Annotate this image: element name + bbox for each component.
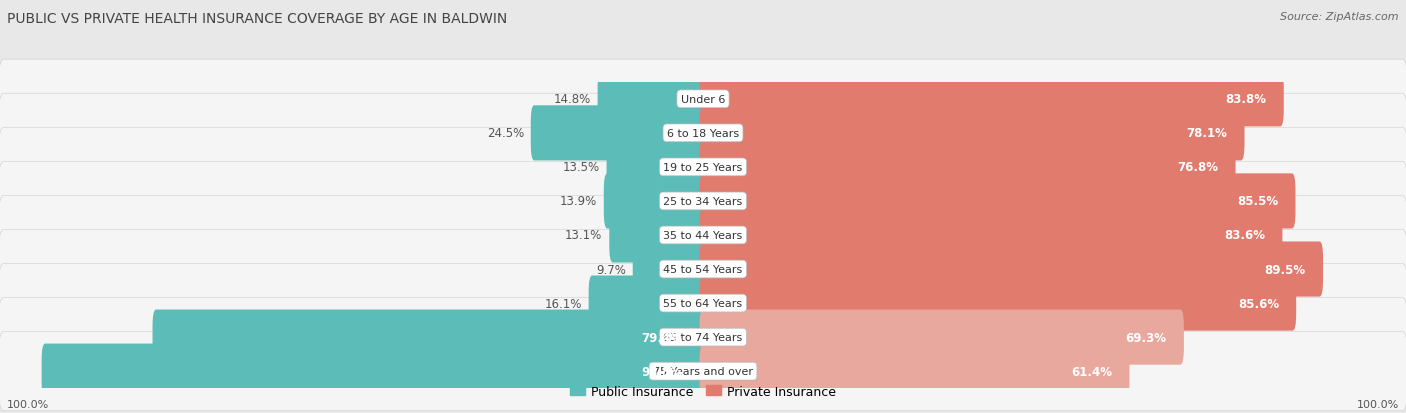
Text: 6 to 18 Years: 6 to 18 Years xyxy=(666,128,740,138)
FancyBboxPatch shape xyxy=(700,276,1296,331)
FancyBboxPatch shape xyxy=(700,140,1236,195)
Text: 69.3%: 69.3% xyxy=(1126,331,1167,344)
FancyBboxPatch shape xyxy=(606,140,706,195)
Legend: Public Insurance, Private Insurance: Public Insurance, Private Insurance xyxy=(565,380,841,403)
Text: 13.5%: 13.5% xyxy=(562,161,599,174)
Text: Source: ZipAtlas.com: Source: ZipAtlas.com xyxy=(1281,12,1399,22)
FancyBboxPatch shape xyxy=(0,94,1406,173)
FancyBboxPatch shape xyxy=(42,344,706,399)
Text: 45 to 54 Years: 45 to 54 Years xyxy=(664,264,742,274)
Text: 83.8%: 83.8% xyxy=(1226,93,1267,106)
FancyBboxPatch shape xyxy=(0,332,1406,411)
Text: 9.7%: 9.7% xyxy=(596,263,626,276)
FancyBboxPatch shape xyxy=(598,72,706,127)
FancyBboxPatch shape xyxy=(609,208,706,263)
FancyBboxPatch shape xyxy=(0,162,1406,241)
FancyBboxPatch shape xyxy=(700,310,1184,365)
Text: Under 6: Under 6 xyxy=(681,95,725,104)
FancyBboxPatch shape xyxy=(700,344,1129,399)
FancyBboxPatch shape xyxy=(700,106,1244,161)
Text: PUBLIC VS PRIVATE HEALTH INSURANCE COVERAGE BY AGE IN BALDWIN: PUBLIC VS PRIVATE HEALTH INSURANCE COVER… xyxy=(7,12,508,26)
Text: 78.1%: 78.1% xyxy=(1187,127,1227,140)
FancyBboxPatch shape xyxy=(700,242,1323,297)
FancyBboxPatch shape xyxy=(589,276,706,331)
FancyBboxPatch shape xyxy=(0,264,1406,343)
Text: 95.5%: 95.5% xyxy=(641,365,682,378)
FancyBboxPatch shape xyxy=(700,174,1295,229)
Text: 25 to 34 Years: 25 to 34 Years xyxy=(664,197,742,206)
Text: 35 to 44 Years: 35 to 44 Years xyxy=(664,230,742,240)
Text: 13.1%: 13.1% xyxy=(565,229,602,242)
Text: 100.0%: 100.0% xyxy=(7,399,49,409)
FancyBboxPatch shape xyxy=(633,242,706,297)
FancyBboxPatch shape xyxy=(531,106,706,161)
Text: 85.6%: 85.6% xyxy=(1237,297,1279,310)
FancyBboxPatch shape xyxy=(0,60,1406,139)
Text: 65 to 74 Years: 65 to 74 Years xyxy=(664,332,742,342)
Text: 13.9%: 13.9% xyxy=(560,195,598,208)
Text: 16.1%: 16.1% xyxy=(544,297,582,310)
Text: 14.8%: 14.8% xyxy=(554,93,591,106)
Text: 55 to 64 Years: 55 to 64 Years xyxy=(664,298,742,309)
FancyBboxPatch shape xyxy=(152,310,706,365)
Text: 75 Years and over: 75 Years and over xyxy=(652,366,754,376)
Text: 83.6%: 83.6% xyxy=(1225,229,1265,242)
FancyBboxPatch shape xyxy=(0,230,1406,309)
FancyBboxPatch shape xyxy=(0,128,1406,207)
FancyBboxPatch shape xyxy=(700,208,1282,263)
FancyBboxPatch shape xyxy=(0,196,1406,275)
Text: 61.4%: 61.4% xyxy=(1071,365,1112,378)
FancyBboxPatch shape xyxy=(700,72,1284,127)
FancyBboxPatch shape xyxy=(603,174,706,229)
Text: 76.8%: 76.8% xyxy=(1177,161,1219,174)
Text: 19 to 25 Years: 19 to 25 Years xyxy=(664,162,742,173)
Text: 100.0%: 100.0% xyxy=(1357,399,1399,409)
Text: 79.4%: 79.4% xyxy=(641,331,682,344)
Text: 89.5%: 89.5% xyxy=(1265,263,1306,276)
Text: 85.5%: 85.5% xyxy=(1237,195,1278,208)
FancyBboxPatch shape xyxy=(0,298,1406,377)
Text: 24.5%: 24.5% xyxy=(486,127,524,140)
